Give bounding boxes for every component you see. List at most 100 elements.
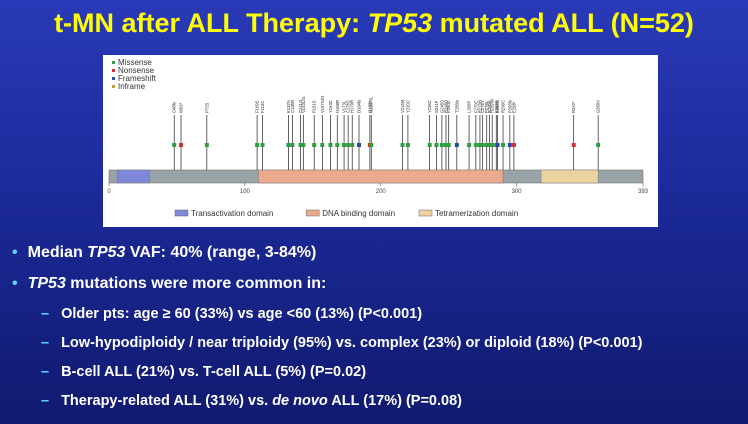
mutation-label-L265P: L265P	[467, 101, 472, 113]
mutation-label-R282W: R282W	[490, 99, 495, 113]
mutation-label-V157G/D: V157G/D	[320, 96, 325, 113]
mutation-marker-G360V	[596, 143, 601, 147]
mutation-label-F109S: F109S	[255, 100, 260, 113]
domain-legend-swatch-2	[305, 209, 320, 217]
mutation-label-H168R: H168R	[335, 100, 340, 113]
domain-legend-label-2: DNA binding domain	[322, 209, 395, 218]
bullet-text-run: B-cell ALL (21%) vs. T-cell ALL (5%) (P=…	[61, 364, 367, 380]
mutation-label-Y163C: Y163C	[328, 100, 333, 113]
mutation-marker-S241F	[434, 143, 439, 147]
bullet-text-run: TP53	[87, 244, 126, 261]
domain-legend-swatch-3	[418, 209, 433, 217]
legend-swatch-nonsense	[112, 69, 115, 72]
mutation-label-C141G: C141G	[298, 100, 303, 113]
mutation-marker-P250L	[446, 143, 451, 147]
axis-tick-label-393: 393	[638, 189, 649, 195]
mutation-label-H179R: H179R	[350, 100, 355, 113]
mutation-marker-V173L	[342, 143, 347, 147]
mutation-marker-R342*	[571, 143, 576, 147]
bullet-text-run: Older pts: age ≥ 60 (33%) vs age <60 (13…	[61, 306, 423, 322]
mutation-marker-P72S	[204, 143, 209, 147]
mutation-label-P72S: P72S	[204, 103, 209, 113]
legend-label-frameshift: Frameshift	[118, 74, 157, 83]
mutation-marker-G245S	[439, 143, 444, 147]
mutation-marker-C48fs	[172, 143, 177, 147]
mutation-marker-R280K	[487, 143, 492, 147]
lollipop-figure: Missense Nonsense Frameshift Inframe 0 100 200…	[103, 55, 658, 227]
sub-bullet-1: – Older pts: age ≥ 60 (33%) vs age <60 (1…	[41, 306, 422, 322]
mutation-marker-P278L	[484, 143, 489, 147]
sub-bullet-3: – B-cell ALL (21%) vs. T-cell ALL (5%) (P…	[41, 364, 366, 380]
mutation-marker-V143L/G	[301, 143, 306, 147]
bullet-marker: •	[12, 275, 18, 292]
sub-bullet-marker: –	[41, 393, 50, 409]
mutation-label-V143L/G: V143L/G	[301, 96, 306, 113]
mutation-label-E285K: E285K	[494, 100, 499, 113]
mutation-marker-R290C	[501, 143, 506, 147]
mutation-label-F270C: F270C	[473, 100, 478, 113]
mutation-marker-R248Q	[443, 143, 448, 147]
bullet-marker: •	[12, 244, 18, 261]
legend-label-missense: Missense	[118, 58, 152, 67]
mutation-marker-H179R	[350, 143, 355, 147]
mutation-marker-P151S	[312, 143, 317, 147]
axis-tick-label-200: 200	[376, 189, 387, 195]
bullet-text-run: TP53	[27, 275, 66, 292]
domain-legend-label-3: Tetramerization domain	[435, 209, 518, 218]
legend-swatch-inframe	[112, 85, 115, 88]
mutation-marker-E286fs	[495, 143, 500, 147]
sub-bullet-marker: –	[41, 364, 50, 380]
mutation-label-C176S: C176S	[346, 100, 351, 113]
mutation-label-Q192*: Q192*	[367, 101, 372, 113]
mutation-marker-P295fs	[507, 143, 512, 147]
mutation-label-C275Y: C275Y	[480, 100, 485, 113]
bullet-text-run: Therapy-related ALL (31%) vs.	[61, 393, 273, 409]
sub-bullet-marker: –	[41, 335, 50, 351]
mutation-marker-Y236C	[427, 143, 432, 147]
mutation-marker-T256fs	[454, 143, 459, 147]
protein-domain-3	[540, 169, 599, 184]
mutation-label-V216M: V216M	[400, 99, 405, 113]
mutation-label-F113C: F113C	[260, 101, 265, 113]
mutation-label-K132N: K132N	[286, 100, 291, 113]
mutation-marker-Y220C	[405, 143, 410, 147]
mutation-marker-C275Y	[480, 143, 485, 147]
mutation-marker-K132N	[286, 143, 291, 147]
mutation-marker-F113C	[260, 143, 265, 147]
bullet-text-run: ALL (17%) (P=0.08)	[327, 393, 462, 409]
mutation-label-C135R: C135R	[290, 100, 295, 113]
mutation-label-R280K: R280K	[487, 100, 492, 113]
mutation-label-P250L: P250L	[446, 100, 451, 113]
legend-label-inframe: Inframe	[118, 82, 146, 91]
mutation-label-T256fs: T256fs	[454, 100, 459, 113]
mutation-marker-C176S	[346, 143, 351, 147]
axis-tick-label-100: 100	[240, 189, 251, 195]
mutation-label-C48fs: C48fs	[172, 102, 177, 113]
mutation-label-P295fs: P295fs	[507, 100, 512, 113]
mutation-label-R342*: R342*	[571, 101, 576, 113]
sub-bullet-4: – Therapy-related ALL (31%) vs. de novo A…	[41, 393, 462, 409]
bullet-text-run: de novo	[272, 393, 328, 409]
domain-legend-label-1: Transactivation domain	[191, 209, 273, 218]
mutation-label-G360V: G360V	[596, 100, 601, 113]
title-gene: TP53	[367, 8, 433, 38]
legend-label-nonsense: Nonsense	[118, 66, 155, 75]
mutation-label-R290C: R290C	[501, 100, 506, 113]
mutation-marker-L265P	[467, 143, 472, 147]
mutation-label-R273H: R273H	[477, 100, 482, 113]
sub-bullet-2: – Low-hypodiploidy / near triploidy (95%)…	[41, 335, 642, 351]
mutation-label-H193R/L: H193R/L	[369, 96, 374, 113]
mutation-label-W53*: W53*	[179, 102, 184, 113]
mutation-label-V173L: V173L	[342, 100, 347, 113]
mutation-marker-E298*	[511, 143, 516, 147]
mutation-label-E286fs: E286fs	[495, 100, 500, 113]
mutation-label-R248Q: R248Q	[443, 99, 448, 113]
mutation-marker-C135R	[290, 143, 295, 147]
bullet-1: • Median TP53 VAF: 40% (range, 3-84%)	[12, 244, 316, 262]
domain-legend-swatch-1	[174, 209, 189, 217]
mutation-marker-F109S	[255, 143, 260, 147]
axis-tick-label-0: 0	[107, 189, 111, 195]
mutation-label-P278L: P278L	[484, 100, 489, 113]
mutation-marker-R282W	[490, 143, 495, 147]
